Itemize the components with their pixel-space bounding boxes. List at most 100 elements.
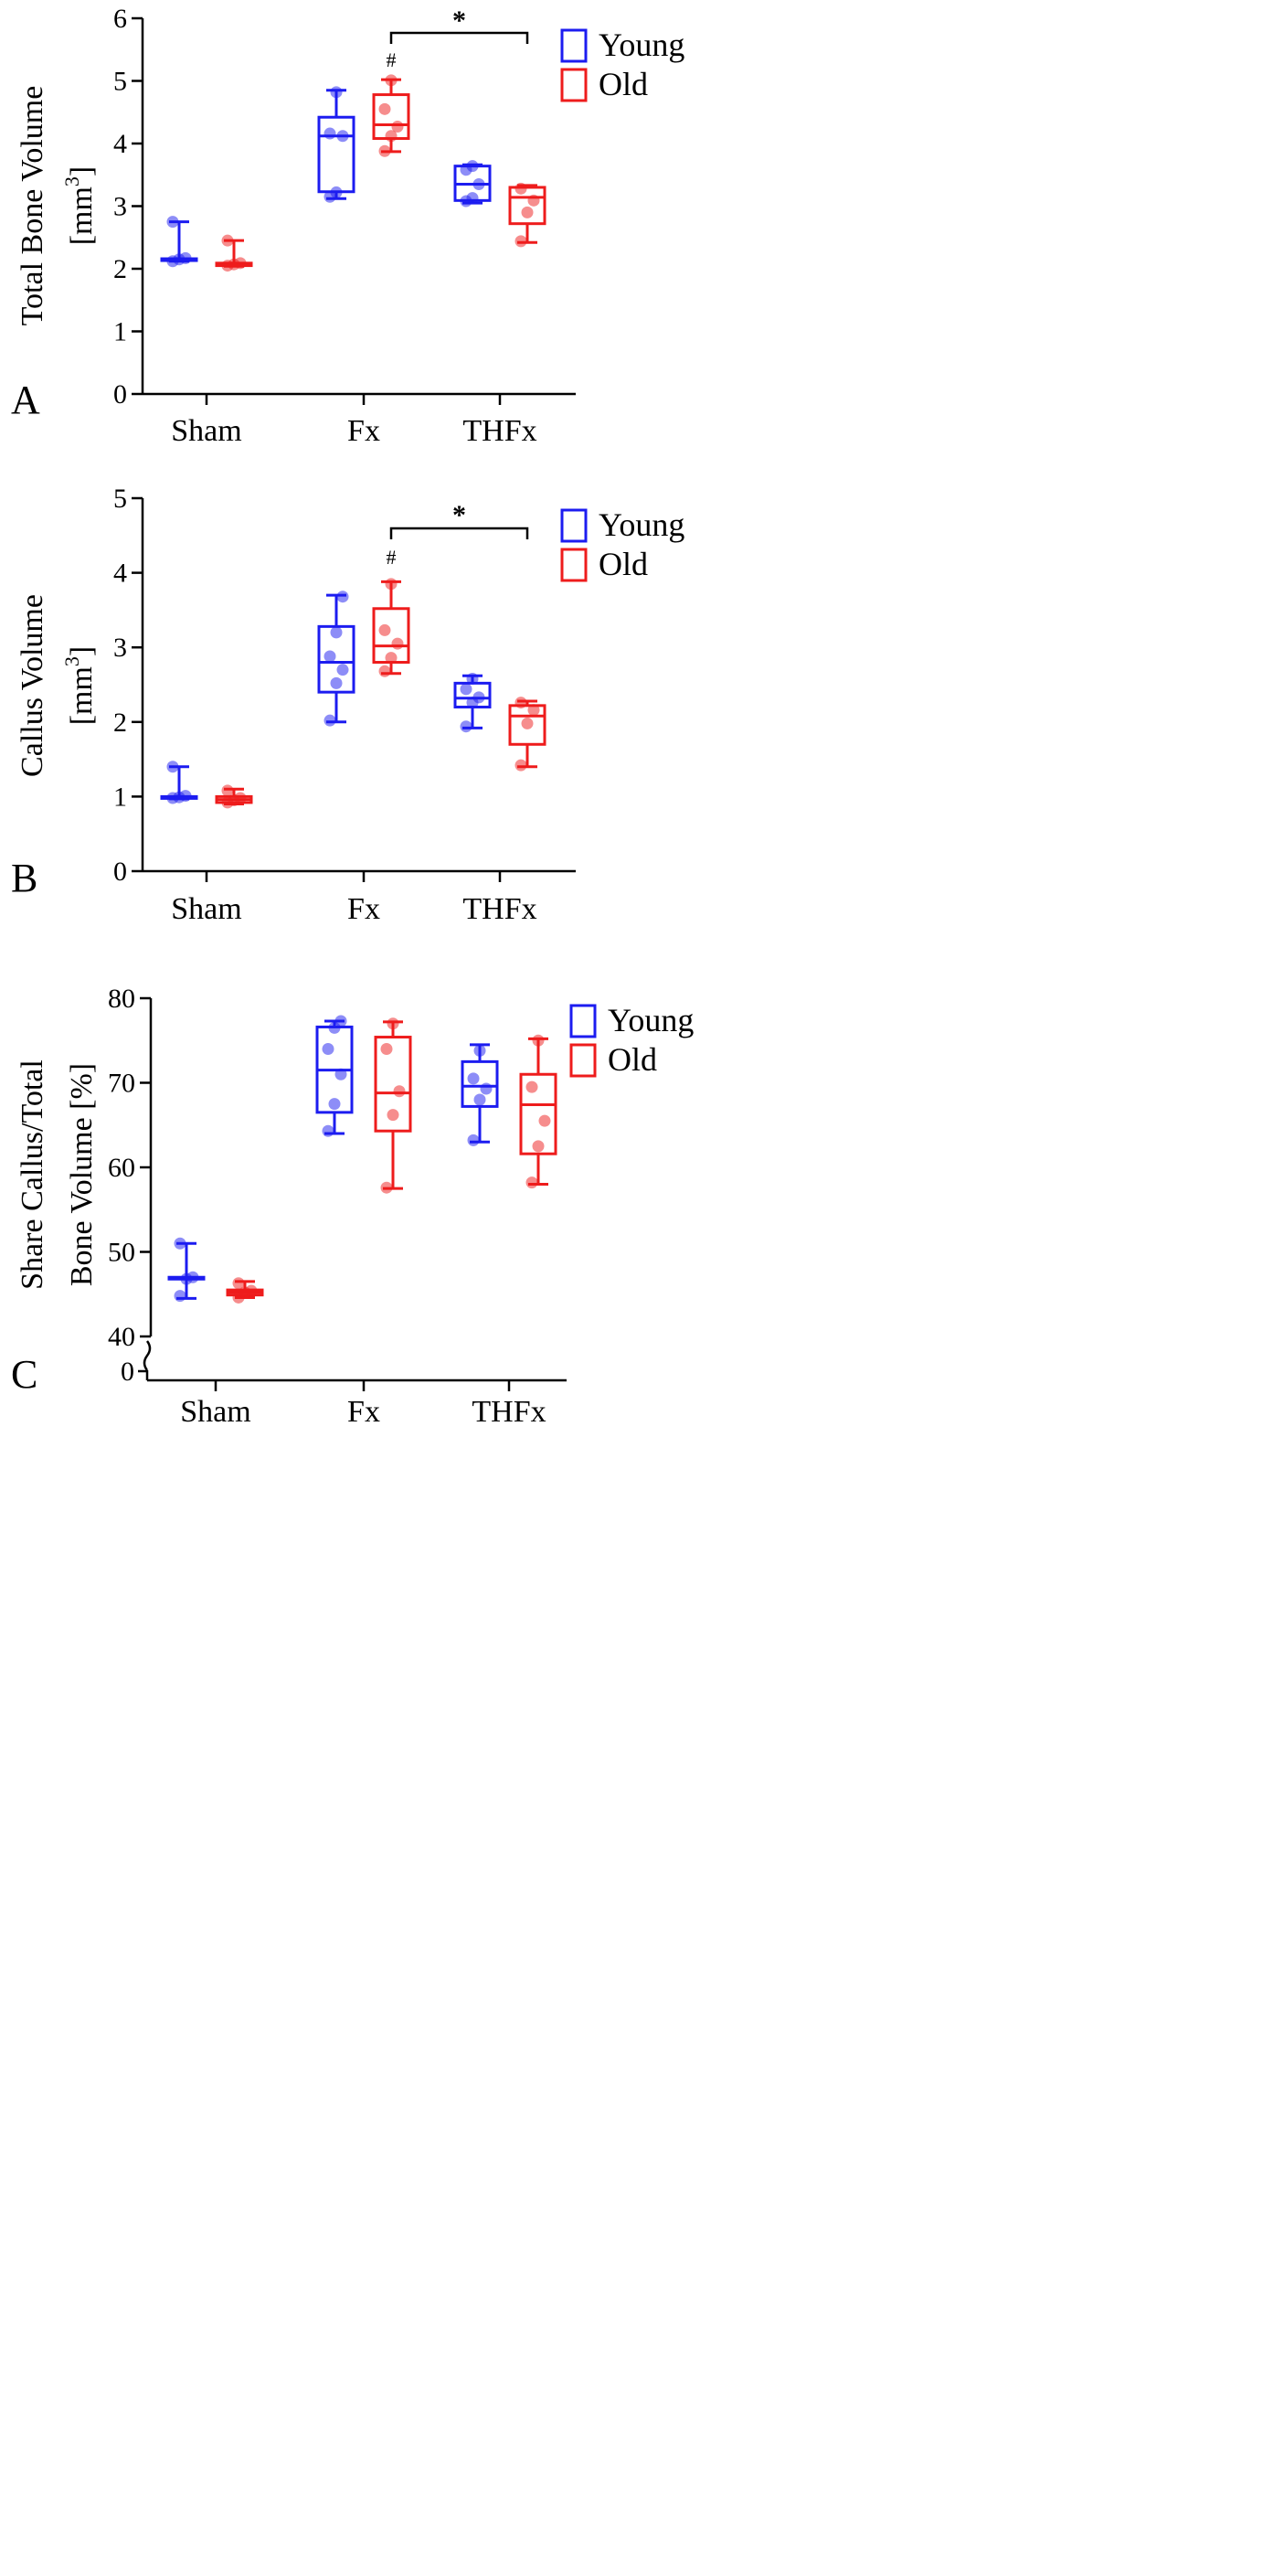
data-point xyxy=(515,182,527,195)
data-point xyxy=(328,1098,341,1111)
box-iqr xyxy=(508,186,546,226)
data-point xyxy=(330,86,343,99)
data-point xyxy=(525,1080,538,1093)
data-point xyxy=(385,652,398,665)
legend-swatch-young xyxy=(560,28,588,63)
legend-swatch-young xyxy=(569,1004,597,1038)
legend-label-old: Old xyxy=(599,66,648,102)
significance-bracket xyxy=(389,527,529,539)
box-old-sham xyxy=(215,784,253,809)
legend-swatch-old xyxy=(560,68,588,102)
y-tick-label: 60 xyxy=(108,1153,135,1183)
panel-label: C xyxy=(11,1352,37,1397)
data-point xyxy=(467,1072,480,1085)
data-point xyxy=(385,74,398,87)
data-point xyxy=(322,1124,334,1137)
box-old-thfx xyxy=(519,1034,557,1189)
data-point xyxy=(330,186,343,198)
box-iqr xyxy=(374,1036,412,1133)
box-old-sham xyxy=(226,1277,264,1304)
y-axis-label: Share Callus/Total xyxy=(16,1059,49,1290)
data-point xyxy=(378,623,391,636)
box-old-fx xyxy=(372,578,410,677)
data-point xyxy=(538,1114,551,1127)
significance-hash: # xyxy=(387,48,397,71)
y-axis-unit-text: [mm xyxy=(65,186,99,245)
y-axis-unit-bracket: ] xyxy=(65,166,99,176)
box-old-fx xyxy=(372,74,410,157)
x-tick-label: Fx xyxy=(347,414,380,448)
data-point xyxy=(232,1277,245,1290)
panel-label: B xyxy=(11,856,37,900)
data-point xyxy=(334,1015,347,1027)
data-point xyxy=(336,591,349,603)
significance-star: * xyxy=(452,5,466,36)
y-tick-label: 5 xyxy=(113,67,127,97)
data-point xyxy=(387,1109,399,1122)
box-iqr xyxy=(317,115,355,194)
data-point xyxy=(380,1181,393,1194)
data-point xyxy=(460,720,472,733)
y-tick-label: 70 xyxy=(108,1069,135,1099)
data-point xyxy=(467,1134,480,1146)
data-point xyxy=(324,127,336,140)
data-point xyxy=(221,234,234,247)
data-point xyxy=(515,235,527,248)
data-point xyxy=(330,626,343,639)
box-old-sham xyxy=(215,234,253,272)
data-point xyxy=(166,761,179,773)
data-point xyxy=(186,1271,199,1283)
panel-label: A xyxy=(11,378,40,422)
x-tick-label: THFx xyxy=(472,1395,546,1429)
y-axis-label: Callus Volume xyxy=(16,594,49,777)
y-axis-unit-superscript: 3 xyxy=(60,176,83,186)
box-old-fx xyxy=(374,1017,412,1194)
y-tick-label: 50 xyxy=(108,1238,135,1268)
y-tick-label: 4 xyxy=(113,559,127,589)
box-young-fx xyxy=(315,1015,354,1137)
box-young-fx xyxy=(317,591,355,727)
data-point xyxy=(234,792,247,804)
data-point xyxy=(515,697,527,709)
significance-star: * xyxy=(452,500,466,530)
data-point xyxy=(460,683,472,696)
chart-panel-c: 0 40 50 60 70 80 Sham Fx THFx Share Callus/Total B… xyxy=(11,984,694,1429)
data-point xyxy=(322,1043,334,1055)
data-point xyxy=(393,1085,406,1098)
data-point xyxy=(391,121,404,133)
data-point xyxy=(466,192,479,205)
significance-bracket xyxy=(389,31,529,44)
data-point xyxy=(525,1176,538,1189)
data-point xyxy=(324,650,336,663)
data-point xyxy=(385,130,398,143)
data-point xyxy=(466,672,479,685)
data-point xyxy=(378,144,391,157)
box-young-sham xyxy=(160,216,198,268)
box-young-sham xyxy=(160,761,198,804)
data-point xyxy=(324,714,336,727)
legend-label-young: Young xyxy=(599,27,684,63)
y-tick-label: 6 xyxy=(113,4,127,34)
y-axis-label: Bone Volume [%] xyxy=(65,1063,99,1286)
data-point xyxy=(330,676,343,689)
y-tick-label: 2 xyxy=(113,708,127,738)
y-tick-label: 3 xyxy=(113,633,127,663)
legend-label-young: Young xyxy=(608,1002,694,1038)
x-tick-label: Fx xyxy=(347,1395,380,1429)
box-iqr xyxy=(317,624,355,694)
box-iqr xyxy=(519,1072,557,1155)
y-tick-label: 0 xyxy=(121,1357,134,1387)
data-point xyxy=(380,1043,393,1055)
data-point xyxy=(473,1044,486,1057)
data-point xyxy=(234,257,247,270)
data-point xyxy=(174,1237,186,1250)
legend-label-old: Old xyxy=(608,1041,657,1078)
x-tick-label: THFx xyxy=(462,892,536,926)
data-point xyxy=(378,102,391,115)
y-tick-label: 80 xyxy=(108,984,135,1014)
data-point xyxy=(166,216,179,229)
data-point xyxy=(473,1093,486,1106)
